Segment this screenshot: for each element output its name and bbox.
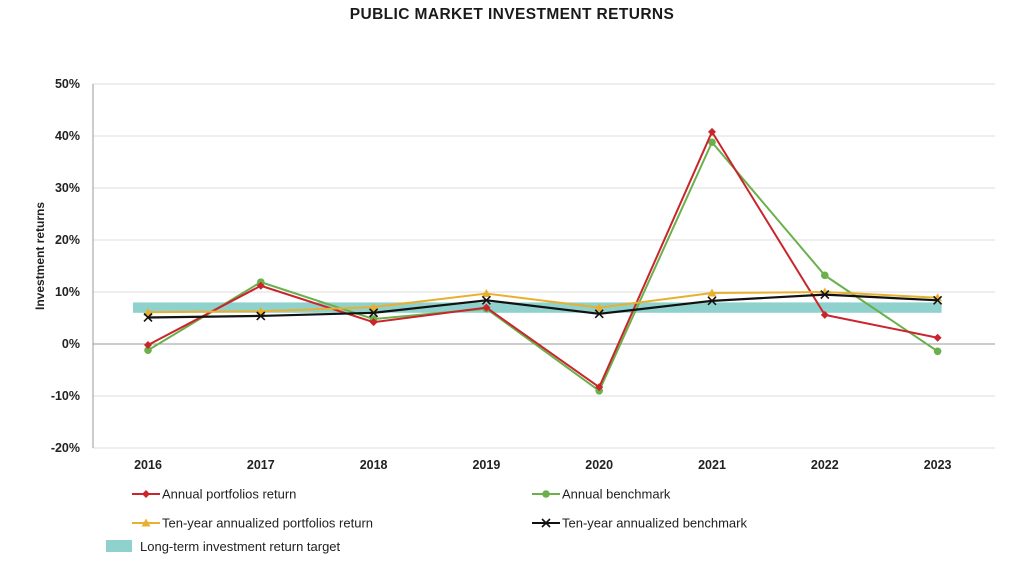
- legend-label: Ten-year annualized portfolios return: [162, 516, 373, 531]
- legend-label: Annual benchmark: [562, 487, 671, 502]
- legend-item: Ten-year annualized benchmark: [532, 516, 747, 531]
- data-point: [482, 303, 491, 312]
- x-tick-label: 2017: [247, 458, 275, 472]
- grid-lines: [93, 83, 995, 449]
- data-point: [595, 383, 604, 392]
- target-band: [133, 302, 942, 313]
- data-point: [369, 302, 379, 311]
- data-point: [144, 346, 152, 355]
- legend-label: Ten-year annualized benchmark: [562, 516, 747, 531]
- data-point: [594, 303, 604, 312]
- data-point: [707, 288, 717, 297]
- legend-item: Annual portfolios return: [132, 487, 296, 502]
- x-tick-label: 2023: [924, 458, 952, 472]
- legend-marker: [541, 518, 551, 528]
- series-3: [143, 290, 943, 323]
- data-point: [256, 281, 265, 290]
- x-tick-label: 2018: [360, 458, 388, 472]
- x-tick-label: 2022: [811, 458, 839, 472]
- series-line: [147, 130, 938, 389]
- data-point: [820, 290, 830, 300]
- data-point: [144, 341, 152, 350]
- x-tick-label: 2019: [472, 458, 500, 472]
- data-point: [821, 271, 829, 280]
- axes: [92, 84, 995, 448]
- data-point: [369, 308, 379, 318]
- data-point: [707, 296, 717, 306]
- y-tick-label: 0%: [62, 337, 80, 351]
- legend-item: Annual benchmark: [532, 487, 671, 502]
- chart-title: PUBLIC MARKET INVESTMENT RETURNS: [349, 6, 675, 23]
- y-tick-label: 50%: [55, 77, 80, 91]
- data-point: [708, 127, 716, 136]
- legend: Annual portfolios return Annual benchmark…: [106, 487, 747, 554]
- data-point: [481, 295, 491, 305]
- data-point: [256, 311, 266, 321]
- legend-marker: [141, 518, 151, 527]
- series-line: [147, 291, 938, 314]
- y-tick-label: 10%: [55, 285, 80, 299]
- y-tick-label: -10%: [51, 389, 80, 403]
- series-line: [147, 293, 938, 319]
- data-point: [933, 295, 943, 305]
- data-point: [481, 289, 491, 298]
- data-point: [143, 307, 153, 316]
- legend-item: Long-term investment return target: [106, 539, 341, 554]
- data-point: [143, 312, 153, 323]
- legend-marker: [142, 490, 150, 498]
- x-tick-label: 2016: [134, 458, 162, 472]
- legend-item: Ten-year annualized portfolios return: [132, 516, 373, 531]
- data-point: [369, 318, 378, 327]
- series-line: [147, 141, 939, 392]
- y-tick-label: -20%: [51, 441, 80, 455]
- y-axis-title: Investment returns: [33, 202, 47, 310]
- series-0: [144, 127, 942, 392]
- series-1: [144, 138, 942, 395]
- series-layer: [143, 127, 943, 395]
- legend-label: Annual portfolios return: [162, 487, 296, 502]
- tick-labels: -20% -10% 0% 10% 20% 30% 40% 50% 2016 2017 2018 201…: [33, 77, 952, 472]
- data-point: [933, 347, 942, 356]
- y-tick-label: 40%: [55, 129, 80, 143]
- data-point: [594, 309, 604, 319]
- legend-label: Long-term investment return target: [140, 539, 341, 554]
- data-point: [820, 287, 830, 296]
- legend-band-swatch: [106, 540, 132, 552]
- y-tick-label: 20%: [55, 233, 80, 247]
- target-band-layer: [133, 302, 942, 313]
- x-tick-label: 2020: [585, 458, 613, 472]
- x-tick-label: 2021: [698, 458, 726, 472]
- data-point: [820, 310, 829, 319]
- data-point: [933, 333, 942, 342]
- data-point: [708, 138, 716, 147]
- y-tick-label: 30%: [55, 181, 80, 195]
- legend-marker: [542, 490, 550, 498]
